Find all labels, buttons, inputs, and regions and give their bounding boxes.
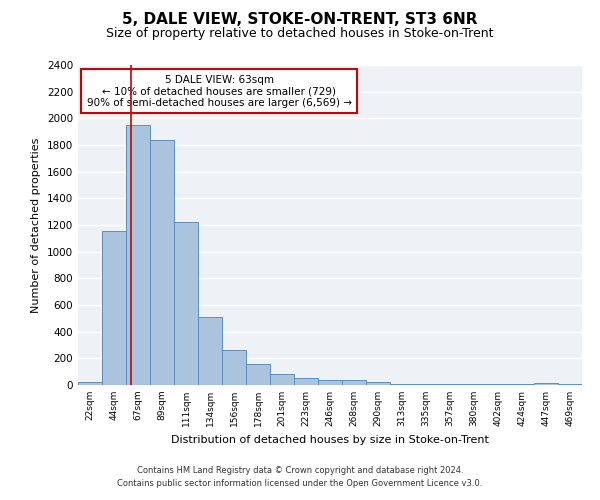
Bar: [126, 125, 150, 385]
Text: Contains HM Land Registry data © Crown copyright and database right 2024.
Contai: Contains HM Land Registry data © Crown c…: [118, 466, 482, 487]
Bar: [486, 384, 510, 385]
Bar: [198, 317, 222, 385]
X-axis label: Distribution of detached houses by size in Stoke-on-Trent: Distribution of detached houses by size …: [171, 434, 489, 444]
Bar: [174, 222, 198, 385]
Bar: [414, 384, 438, 385]
Bar: [318, 380, 342, 385]
Bar: [150, 140, 174, 385]
Bar: [390, 384, 414, 385]
Bar: [222, 350, 246, 385]
Bar: [246, 364, 270, 385]
Bar: [294, 378, 318, 385]
Bar: [366, 382, 390, 385]
Bar: [462, 384, 486, 385]
Bar: [558, 384, 582, 385]
Text: 5 DALE VIEW: 63sqm
← 10% of detached houses are smaller (729)
90% of semi-detach: 5 DALE VIEW: 63sqm ← 10% of detached hou…: [86, 74, 352, 108]
Text: 5, DALE VIEW, STOKE-ON-TRENT, ST3 6NR: 5, DALE VIEW, STOKE-ON-TRENT, ST3 6NR: [122, 12, 478, 28]
Bar: [78, 382, 102, 385]
Text: Size of property relative to detached houses in Stoke-on-Trent: Size of property relative to detached ho…: [106, 28, 494, 40]
Bar: [438, 384, 462, 385]
Bar: [270, 374, 294, 385]
Bar: [534, 383, 558, 385]
Bar: [102, 231, 126, 385]
Bar: [510, 384, 534, 385]
Y-axis label: Number of detached properties: Number of detached properties: [31, 138, 41, 312]
Bar: [342, 380, 366, 385]
